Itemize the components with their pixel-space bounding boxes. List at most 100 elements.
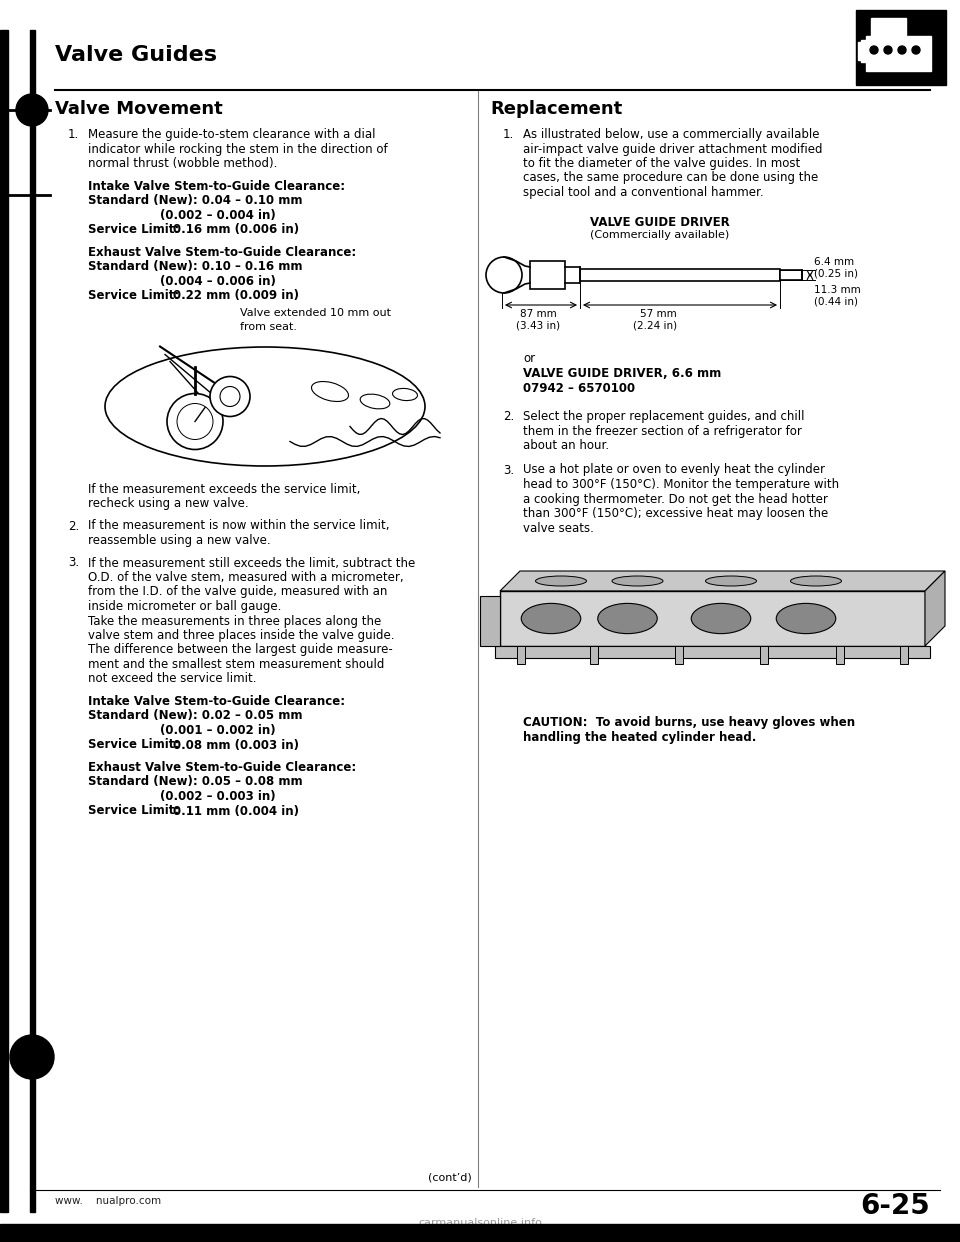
Text: about an hour.: about an hour. bbox=[523, 438, 610, 452]
Text: As illustrated below, use a commercially available: As illustrated below, use a commercially… bbox=[523, 128, 820, 142]
Bar bbox=[856, 10, 946, 84]
Text: a cooking thermometer. Do not get the head hotter: a cooking thermometer. Do not get the he… bbox=[523, 493, 828, 505]
Circle shape bbox=[16, 94, 48, 125]
Bar bbox=[517, 646, 525, 664]
Circle shape bbox=[10, 1035, 54, 1079]
Bar bbox=[675, 646, 683, 664]
Circle shape bbox=[870, 46, 878, 53]
Text: Standard (New): 0.05 – 0.08 mm: Standard (New): 0.05 – 0.08 mm bbox=[88, 775, 302, 789]
Text: Take the measurements in three places along the: Take the measurements in three places al… bbox=[88, 615, 381, 627]
Ellipse shape bbox=[536, 576, 587, 586]
Text: Service Limit:: Service Limit: bbox=[88, 739, 180, 751]
Text: (0.44 in): (0.44 in) bbox=[814, 297, 858, 307]
Bar bbox=[30, 30, 35, 1212]
Text: not exceed the service limit.: not exceed the service limit. bbox=[88, 672, 256, 686]
Text: indicator while rocking the stem in the direction of: indicator while rocking the stem in the … bbox=[88, 143, 388, 155]
Bar bbox=[836, 646, 844, 664]
Text: Intake Valve Stem-to-Guide Clearance:: Intake Valve Stem-to-Guide Clearance: bbox=[88, 180, 346, 193]
Ellipse shape bbox=[612, 576, 663, 586]
Text: Select the proper replacement guides, and chill: Select the proper replacement guides, an… bbox=[523, 410, 804, 424]
Text: 1.: 1. bbox=[503, 128, 515, 142]
Circle shape bbox=[898, 46, 906, 53]
Text: handling the heated cylinder head.: handling the heated cylinder head. bbox=[523, 730, 756, 744]
Text: If the measurement is now within the service limit,: If the measurement is now within the ser… bbox=[88, 519, 390, 533]
Bar bbox=[495, 646, 930, 658]
Text: carmanualsonline.info: carmanualsonline.info bbox=[418, 1218, 542, 1228]
Text: Service Limit:: Service Limit: bbox=[88, 224, 180, 236]
Text: 2.: 2. bbox=[503, 410, 515, 424]
Text: special tool and a conventional hammer.: special tool and a conventional hammer. bbox=[523, 186, 763, 199]
Ellipse shape bbox=[777, 604, 836, 633]
Bar bbox=[530, 261, 565, 289]
Text: Exhaust Valve Stem-to-Guide Clearance:: Exhaust Valve Stem-to-Guide Clearance: bbox=[88, 246, 356, 258]
Text: inside micrometer or ball gauge.: inside micrometer or ball gauge. bbox=[88, 600, 281, 614]
Polygon shape bbox=[500, 571, 945, 591]
Text: Valve Movement: Valve Movement bbox=[55, 101, 223, 118]
Bar bbox=[580, 270, 780, 281]
Text: (0.001 – 0.002 in): (0.001 – 0.002 in) bbox=[160, 724, 276, 737]
Bar bbox=[858, 42, 863, 60]
Text: recheck using a new valve.: recheck using a new valve. bbox=[88, 497, 249, 510]
Text: valve seats.: valve seats. bbox=[523, 522, 594, 534]
Text: normal thrust (wobble method).: normal thrust (wobble method). bbox=[88, 156, 277, 170]
Text: CAUTION:  To avoid burns, use heavy gloves when: CAUTION: To avoid burns, use heavy glove… bbox=[523, 715, 855, 729]
Text: (3.43 in): (3.43 in) bbox=[516, 320, 560, 332]
Bar bbox=[866, 36, 931, 71]
Bar bbox=[861, 40, 869, 62]
Text: (Commercially available): (Commercially available) bbox=[590, 231, 730, 241]
Text: from the I.D. of the valve guide, measured with an: from the I.D. of the valve guide, measur… bbox=[88, 585, 388, 599]
Text: air-impact valve guide driver attachment modified: air-impact valve guide driver attachment… bbox=[523, 143, 823, 155]
Text: Replacement: Replacement bbox=[490, 101, 622, 118]
Text: from seat.: from seat. bbox=[240, 322, 297, 332]
Text: Measure the guide-to-stem clearance with a dial: Measure the guide-to-stem clearance with… bbox=[88, 128, 375, 142]
Text: than 300°F (150°C); excessive heat may loosen the: than 300°F (150°C); excessive heat may l… bbox=[523, 507, 828, 520]
Bar bbox=[0, 1225, 960, 1242]
Text: 6-25: 6-25 bbox=[860, 1192, 930, 1220]
Polygon shape bbox=[925, 571, 945, 646]
Text: 0.11 mm (0.004 in): 0.11 mm (0.004 in) bbox=[173, 805, 299, 817]
Text: 3.: 3. bbox=[68, 556, 79, 570]
Text: 6.4 mm: 6.4 mm bbox=[814, 257, 854, 267]
Text: 0.22 mm (0.009 in): 0.22 mm (0.009 in) bbox=[173, 289, 299, 302]
Text: to fit the diameter of the valve guides. In most: to fit the diameter of the valve guides.… bbox=[523, 156, 801, 170]
Text: 87 mm: 87 mm bbox=[520, 309, 557, 319]
Text: Standard (New): 0.04 – 0.10 mm: Standard (New): 0.04 – 0.10 mm bbox=[88, 194, 302, 207]
Text: (0.004 – 0.006 in): (0.004 – 0.006 in) bbox=[160, 274, 276, 287]
Circle shape bbox=[167, 394, 223, 450]
Text: (0.002 – 0.003 in): (0.002 – 0.003 in) bbox=[160, 790, 276, 804]
Text: VALVE GUIDE DRIVER, 6.6 mm: VALVE GUIDE DRIVER, 6.6 mm bbox=[523, 366, 721, 380]
Circle shape bbox=[210, 376, 250, 416]
Text: VALVE GUIDE DRIVER: VALVE GUIDE DRIVER bbox=[590, 216, 730, 230]
Text: Service Limit:: Service Limit: bbox=[88, 289, 180, 302]
Bar bbox=[900, 646, 908, 664]
Text: 2.: 2. bbox=[68, 519, 80, 533]
Ellipse shape bbox=[790, 576, 842, 586]
Circle shape bbox=[486, 257, 522, 293]
Text: (0.25 in): (0.25 in) bbox=[814, 270, 858, 279]
Text: www.    nualpro.com: www. nualpro.com bbox=[55, 1196, 161, 1206]
Text: 1.: 1. bbox=[68, 128, 80, 142]
Text: (0.002 – 0.004 in): (0.002 – 0.004 in) bbox=[160, 209, 276, 221]
Bar bbox=[780, 270, 802, 279]
Text: Standard (New): 0.10 – 0.16 mm: Standard (New): 0.10 – 0.16 mm bbox=[88, 260, 302, 273]
Bar bbox=[759, 646, 767, 664]
Text: Service Limit:: Service Limit: bbox=[88, 805, 180, 817]
Text: O.D. of the valve stem, measured with a micrometer,: O.D. of the valve stem, measured with a … bbox=[88, 571, 403, 584]
Text: 0.16 mm (0.006 in): 0.16 mm (0.006 in) bbox=[173, 224, 300, 236]
Circle shape bbox=[912, 46, 920, 53]
Text: 57 mm: 57 mm bbox=[640, 309, 677, 319]
Ellipse shape bbox=[521, 604, 581, 633]
Text: 0.08 mm (0.003 in): 0.08 mm (0.003 in) bbox=[173, 739, 299, 751]
Bar bbox=[0, 30, 8, 1212]
Text: If the measurement exceeds the service limit,: If the measurement exceeds the service l… bbox=[88, 482, 360, 496]
Text: (2.24 in): (2.24 in) bbox=[633, 320, 677, 332]
Text: ment and the smallest stem measurement should: ment and the smallest stem measurement s… bbox=[88, 658, 384, 671]
Text: 07942 – 6570100: 07942 – 6570100 bbox=[523, 381, 636, 395]
Ellipse shape bbox=[706, 576, 756, 586]
Text: Use a hot plate or oven to evenly heat the cylinder: Use a hot plate or oven to evenly heat t… bbox=[523, 463, 825, 477]
Text: Valve Guides: Valve Guides bbox=[55, 45, 217, 65]
Text: The difference between the largest guide measure-: The difference between the largest guide… bbox=[88, 643, 393, 657]
Text: Exhaust Valve Stem-to-Guide Clearance:: Exhaust Valve Stem-to-Guide Clearance: bbox=[88, 761, 356, 774]
Text: them in the freezer section of a refrigerator for: them in the freezer section of a refrige… bbox=[523, 425, 802, 437]
Bar bbox=[589, 646, 597, 664]
